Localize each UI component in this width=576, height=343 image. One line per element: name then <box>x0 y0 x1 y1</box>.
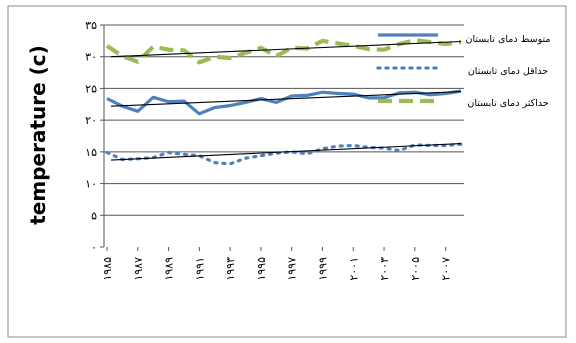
y-tick-label: ۰ <box>91 241 97 254</box>
trend-lines <box>110 40 462 161</box>
y-tick-label: ۳۵ <box>85 19 97 32</box>
grid-lines <box>104 24 464 216</box>
y-tick-label: ۱۰ <box>85 178 97 191</box>
y-tick-label: ۳۰ <box>85 51 97 64</box>
x-tick-label: ۱۹۹۳ <box>224 257 237 281</box>
y-tick-label: ۱۵ <box>85 146 97 159</box>
y-axis-label: temperature (c) <box>26 45 50 225</box>
trend-line-0 <box>110 91 462 107</box>
x-tick-label: ۱۹۹۷ <box>286 257 299 281</box>
legend: متوسط دمای تابستان حداقل دمای تابستان حداک… <box>376 33 551 109</box>
y-ticks: ۰ ۵ ۱۰ ۱۵ ۲۰ ۲۵ ۳۰ ۳۵ <box>85 19 104 254</box>
legend-label-2: حداکثر دمای تابستان <box>467 98 548 109</box>
y-tick-label: ۲۵ <box>85 82 97 95</box>
y-tick-label: ۵ <box>91 209 97 222</box>
chart-border <box>7 5 567 338</box>
x-tick-label: ۲۰۰۵ <box>409 257 422 281</box>
x-ticks: ۱۹۸۵ ۱۹۸۷ ۱۹۸۹ ۱۹۹۱ ۱۹۹۳ ۱۹۹۵ ۱۹۹۷ ۱۹۹۹ ۲۰۰۱ ۲۰۰۳… <box>101 247 453 281</box>
x-tick-label: ۲۰۰۱ <box>347 257 360 281</box>
trend-line-1 <box>110 143 462 161</box>
x-tick-label: ۱۹۸۷ <box>132 257 145 281</box>
y-tick-label: ۲۰ <box>85 114 97 127</box>
series-line-2 <box>105 38 462 65</box>
x-tick-label: ۲۰۰۷ <box>440 257 453 281</box>
x-tick-label: ۱۹۸۵ <box>101 257 114 281</box>
x-tick-label: ۲۰۰۳ <box>378 257 391 281</box>
x-tick-label: ۱۹۹۱ <box>193 257 206 281</box>
x-tick-label: ۱۹۹۹ <box>316 257 329 281</box>
x-tick-label: ۱۹۸۹ <box>163 257 176 281</box>
trend-line-2 <box>110 40 462 58</box>
legend-label-0: متوسط دمای تابستان <box>466 34 551 45</box>
x-tick-label: ۱۹۹۵ <box>255 257 268 281</box>
legend-label-1: حداقل دمای تابستان <box>468 66 548 77</box>
